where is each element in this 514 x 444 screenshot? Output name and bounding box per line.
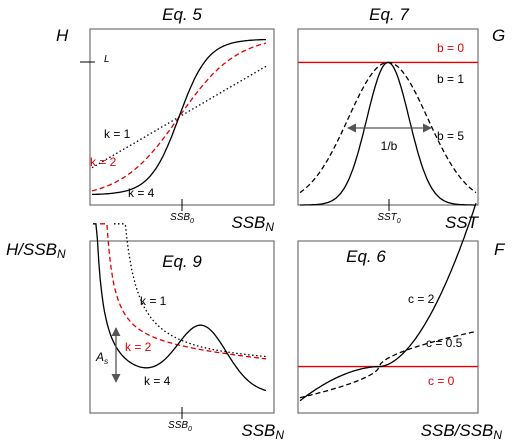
eq7-width-label: 1/b [381, 139, 398, 153]
eq7-label-b5: b = 5 [437, 129, 464, 143]
panel-eq5-ylabel-text: H [56, 26, 69, 45]
panel-eq5-xlabel: SSBN [231, 213, 274, 234]
panel-eq9-ylabel-text: H/SSBN [6, 240, 66, 261]
eq9-series-k4 [93, 223, 267, 392]
eq6-series-c05 [299, 330, 477, 399]
panel-eq5-ylabel: H [56, 26, 69, 45]
eq6-label-c0: c = 0 [428, 374, 455, 388]
panel-eq6-frame [297, 240, 479, 414]
eq9-as-text: As [95, 350, 109, 366]
eq9-label-k1: k = 1 [140, 294, 167, 308]
panel-eq7: Eq. 7 G SST0 SST 1/b b = 0 b = 1 b = 5 [297, 5, 505, 232]
eq9-label-k4: k = 4 [144, 374, 171, 388]
eq5-label-k4: k = 4 [128, 186, 155, 200]
panel-eq6: Eq. 6 F SSB/SSBN c = 2 c = 0.5 c = 0 [297, 202, 506, 442]
panel-eq9-xtick-text: SSB0 [168, 420, 192, 433]
panel-eq9-xtick-label: SSB0 [168, 420, 192, 433]
eq5-label-k2: k = 2 [90, 155, 117, 169]
panel-eq5-xtick-text: SSB0 [170, 212, 194, 225]
panel-eq5: Eq. 5 H L SSB0 SSBN k = 1 k = 2 k = 4 [56, 5, 275, 234]
panel-eq7-xtick-text: SST0 [377, 212, 400, 225]
eq5-series-k2 [91, 42, 267, 192]
panel-eq5-xlabel-text: SSBN [231, 213, 274, 234]
panel-eq9-title: Eq. 9 [162, 252, 202, 271]
panel-eq7-frame [297, 28, 479, 206]
panel-eq7-xlabel: SST [445, 213, 480, 232]
eq6-series-c2 [299, 202, 477, 402]
panel-eq7-xtick-label: SST0 [377, 212, 400, 225]
panel-eq5-xtick-label: SSB0 [170, 212, 194, 225]
eq7-series-b5 [300, 61, 476, 206]
panel-eq9-xlabel: SSBN [241, 421, 284, 442]
eq7-label-b1: b = 1 [437, 72, 464, 86]
eq6-label-c05: c = 0.5 [426, 336, 463, 350]
panel-eq6-title: Eq. 6 [346, 247, 386, 266]
panel-eq9-ylabel: H/SSBN [6, 240, 66, 261]
panel-eq7-ylabel: G [492, 26, 505, 45]
eq7-label-b0: b = 0 [437, 41, 464, 55]
eq9-series-k1 [114, 223, 267, 358]
eq9-series-k2 [100, 223, 267, 360]
panel-eq6-xlabel-text: SSB/SSBN [421, 421, 503, 442]
eq6-label-c2: c = 2 [408, 292, 435, 306]
panel-eq9: Eq. 9 H/SSBN SSB0 SSBN As k = 1 k = 2 k … [6, 223, 284, 442]
eq5-label-k1: k = 1 [104, 127, 131, 141]
eq5-series-k4 [92, 38, 266, 196]
eq9-as-label: As [95, 350, 109, 366]
panel-eq7-title: Eq. 7 [369, 5, 409, 24]
panel-eq6-ylabel: F [494, 240, 506, 259]
panel-eq6-xlabel: SSB/SSBN [421, 421, 503, 442]
panel-eq5-frame [89, 28, 275, 206]
panel-eq5-title: Eq. 5 [162, 5, 202, 24]
panel-eq5-l-label: L [104, 54, 110, 65]
panel-eq9-xlabel-text: SSBN [241, 421, 284, 442]
eq9-label-k2: k = 2 [125, 340, 152, 354]
